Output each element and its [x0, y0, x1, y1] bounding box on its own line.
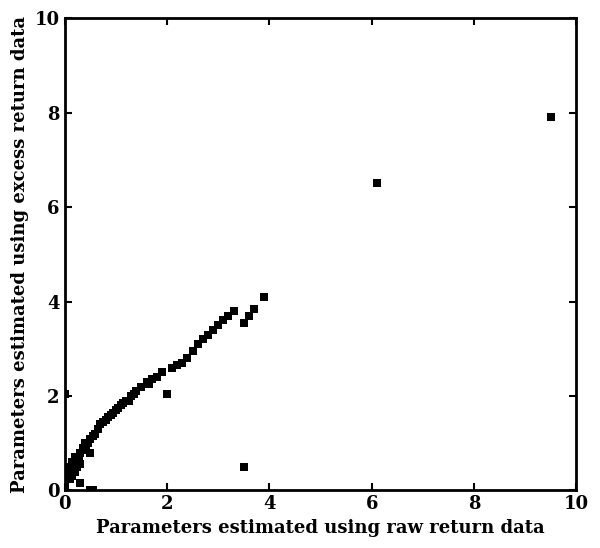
Point [65, 463, 74, 471]
Point [178, 358, 187, 367]
Point [83, 439, 92, 448]
Point [229, 306, 238, 315]
Point [198, 335, 208, 344]
Point [70, 453, 80, 462]
Point [88, 432, 98, 441]
Point [157, 368, 167, 377]
Point [79, 446, 89, 455]
Point [80, 439, 90, 448]
Point [127, 392, 136, 401]
Point [93, 425, 103, 433]
Point [109, 408, 118, 417]
Point [218, 316, 228, 325]
Point [68, 458, 77, 466]
Point [69, 460, 79, 469]
Point [208, 326, 218, 334]
Point [214, 321, 223, 329]
Point [75, 460, 85, 469]
Point [78, 443, 88, 452]
Point [162, 389, 172, 398]
Point [88, 486, 98, 495]
Point [68, 472, 77, 481]
Point [172, 361, 182, 370]
Point [182, 354, 192, 363]
Point [113, 403, 123, 412]
X-axis label: Parameters estimated using raw return data: Parameters estimated using raw return da… [96, 519, 545, 537]
Point [75, 448, 85, 457]
Point [85, 448, 95, 457]
Point [244, 311, 254, 320]
Point [91, 430, 100, 438]
Point [95, 420, 105, 429]
Point [62, 472, 72, 481]
Point [60, 465, 70, 473]
Point [193, 340, 202, 349]
Point [121, 396, 131, 405]
Point [64, 465, 74, 473]
Point [111, 406, 121, 414]
Point [60, 389, 70, 398]
Point [60, 463, 70, 471]
Point [65, 474, 74, 483]
Point [85, 434, 95, 443]
Point [203, 330, 213, 339]
Point [103, 413, 113, 421]
Point [546, 113, 556, 122]
Point [70, 467, 80, 476]
Point [60, 472, 70, 481]
Point [137, 382, 146, 391]
Point [259, 293, 269, 301]
Point [239, 318, 248, 327]
Point [119, 399, 128, 408]
Point [62, 463, 72, 471]
Point [60, 481, 70, 490]
Point [124, 396, 133, 405]
Point [249, 304, 259, 313]
Point [167, 363, 177, 372]
Point [73, 463, 82, 471]
Y-axis label: Parameters estimated using excess return data: Parameters estimated using excess return… [11, 16, 29, 493]
Point [131, 387, 141, 396]
Point [239, 463, 248, 471]
Point [85, 486, 95, 495]
Point [152, 373, 161, 381]
Point [116, 401, 126, 410]
Point [188, 347, 197, 356]
Point [71, 458, 81, 466]
Point [224, 311, 233, 320]
Point [73, 453, 82, 462]
Point [147, 375, 157, 384]
Point [60, 467, 70, 476]
Point [82, 441, 91, 450]
Point [98, 418, 108, 426]
Point [372, 179, 382, 188]
Point [101, 415, 110, 424]
Point [75, 479, 85, 488]
Point [129, 389, 139, 398]
Point [142, 378, 151, 386]
Point [144, 380, 154, 389]
Point [106, 410, 116, 419]
Point [74, 455, 84, 464]
